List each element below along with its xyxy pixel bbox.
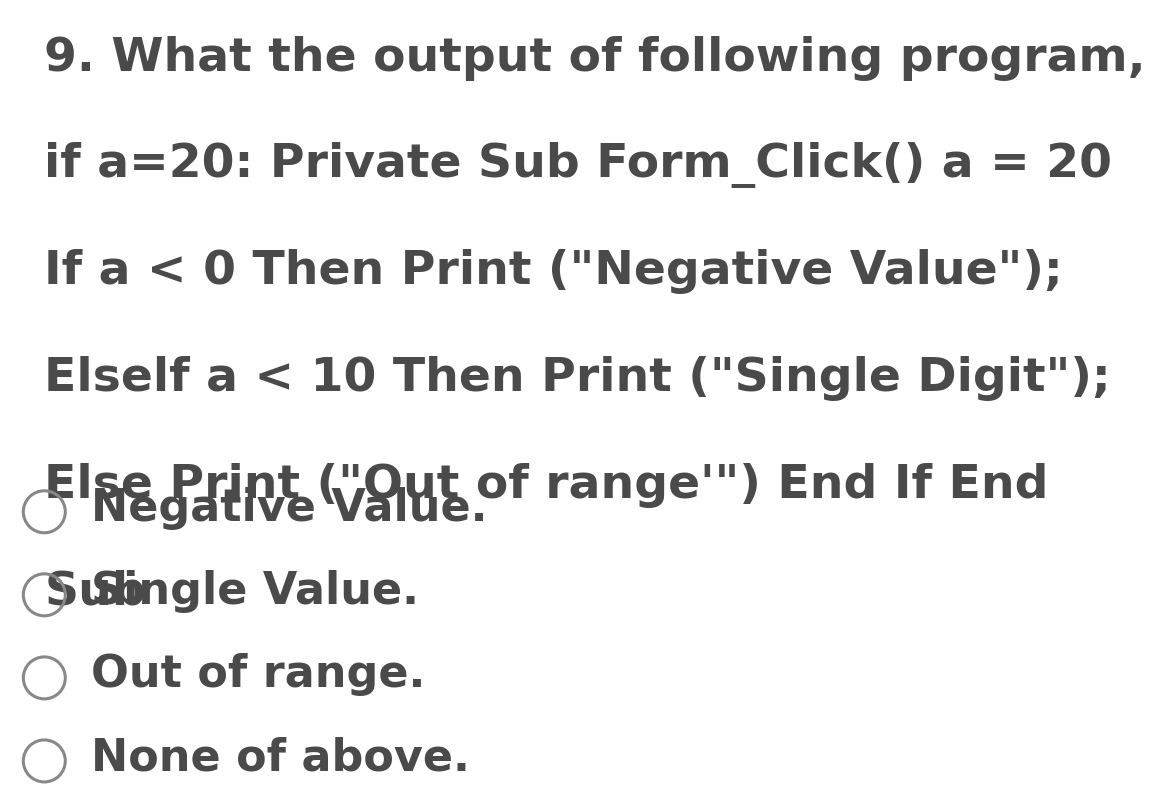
Text: Single Value.: Single Value. [91, 570, 419, 613]
Text: if a=20: Private Sub Form_Click() a = 20: if a=20: Private Sub Form_Click() a = 20 [44, 142, 1112, 188]
Text: Negative Value.: Negative Value. [91, 487, 487, 530]
Text: If a < 0 Then Print ("Negative Value");: If a < 0 Then Print ("Negative Value"); [44, 249, 1063, 294]
Text: Out of range.: Out of range. [91, 653, 426, 696]
Text: Elself a < 10 Then Print ("Single Digit");: Elself a < 10 Then Print ("Single Digit"… [44, 356, 1111, 401]
Text: Sub: Sub [44, 570, 146, 615]
Text: Else Print ("Out of range'") End If End: Else Print ("Out of range'") End If End [44, 463, 1048, 508]
Text: None of above.: None of above. [91, 736, 470, 779]
Text: 9. What the output of following program,: 9. What the output of following program, [44, 36, 1146, 81]
